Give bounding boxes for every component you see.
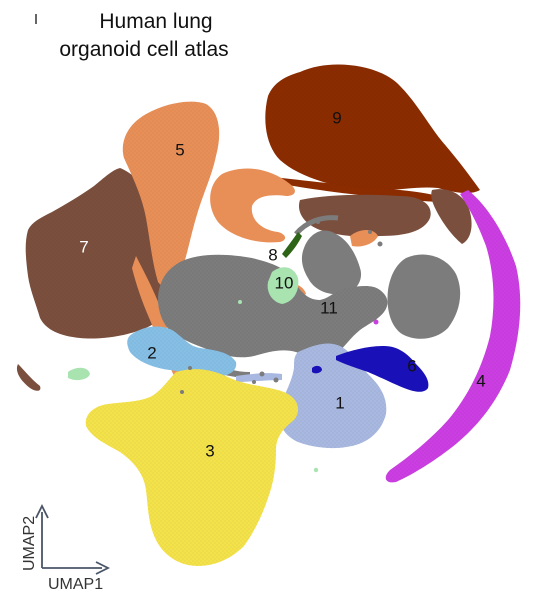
cluster-label-7: 7 <box>79 237 88 256</box>
scatter-point <box>180 390 184 394</box>
scatter-point <box>252 380 256 384</box>
cluster-label-2: 2 <box>147 343 156 362</box>
cluster-11-right-blob <box>387 254 461 339</box>
cluster-1-texture <box>278 343 387 449</box>
cluster-10 <box>68 267 319 473</box>
cluster-5-upper-blob <box>210 168 295 243</box>
cluster-10-body <box>267 267 299 304</box>
cluster-label-11: 11 <box>320 298 338 317</box>
cluster-11 <box>158 215 461 378</box>
scatter-point <box>273 377 279 383</box>
cluster-label-3: 3 <box>205 441 214 460</box>
cluster-2-texture <box>127 326 237 377</box>
brown-island-left <box>16 364 41 391</box>
umap2-arrowhead <box>35 503 49 519</box>
cluster-10-stray-point-b <box>238 300 242 304</box>
umap-axes: UMAP2 UMAP1 <box>21 503 111 593</box>
cluster-label-9: 9 <box>332 108 341 127</box>
cluster-11-arc <box>294 215 339 236</box>
cluster-7-fragments <box>16 189 472 391</box>
cluster-7 <box>25 168 170 339</box>
cluster-8-body <box>282 232 302 258</box>
umap1-arrowhead <box>95 561 111 575</box>
cluster-labels: 9 5 7 8 10 11 2 6 4 1 3 <box>79 108 485 460</box>
cluster-9-texture <box>265 64 480 194</box>
cluster-label-1: 1 <box>335 393 344 412</box>
cluster-7-texture <box>25 168 170 339</box>
cluster-label-8: 8 <box>268 245 277 264</box>
scatter-point <box>377 241 383 247</box>
cluster-1-stream <box>236 373 282 382</box>
gray-scatter-points <box>180 220 383 394</box>
umap1-label: UMAP1 <box>48 576 103 593</box>
cluster-label-10: 10 <box>275 273 294 292</box>
umap2-label: UMAP2 <box>21 516 38 571</box>
cluster-4-texture <box>385 190 521 483</box>
scatter-point <box>316 220 320 224</box>
chart-title-line1: Human lung <box>99 10 212 33</box>
scatter-point <box>188 366 192 370</box>
cluster-10-island <box>68 367 90 381</box>
cluster-1 <box>236 343 387 449</box>
cluster-11-upper-lobe <box>301 230 362 295</box>
cluster-5-texture <box>122 101 220 288</box>
cluster-label-6: 6 <box>407 356 416 375</box>
cluster-4 <box>373 190 521 483</box>
scatter-point <box>259 371 265 377</box>
cluster-4-stray-point <box>373 319 379 325</box>
cluster-11-texture <box>158 254 388 358</box>
cluster-9 <box>264 64 480 202</box>
cluster-6-body <box>336 346 429 392</box>
cluster-3-texture <box>85 369 299 566</box>
cluster-6-stray <box>312 365 322 374</box>
cluster-label-4: 4 <box>476 371 485 390</box>
cluster-9-tail <box>264 176 438 202</box>
cluster-10-stray-point-a <box>313 467 319 473</box>
chart-title-line2: organoid cell atlas <box>59 38 228 61</box>
cluster-8 <box>282 232 302 258</box>
scatter-point <box>368 230 372 234</box>
brown-bridge-right <box>298 194 431 237</box>
cluster-3 <box>85 369 299 566</box>
cluster-label-5: 5 <box>175 140 184 159</box>
brown-bridge-far-right <box>431 189 472 244</box>
cluster-2 <box>127 326 237 377</box>
cluster-6 <box>312 346 429 392</box>
